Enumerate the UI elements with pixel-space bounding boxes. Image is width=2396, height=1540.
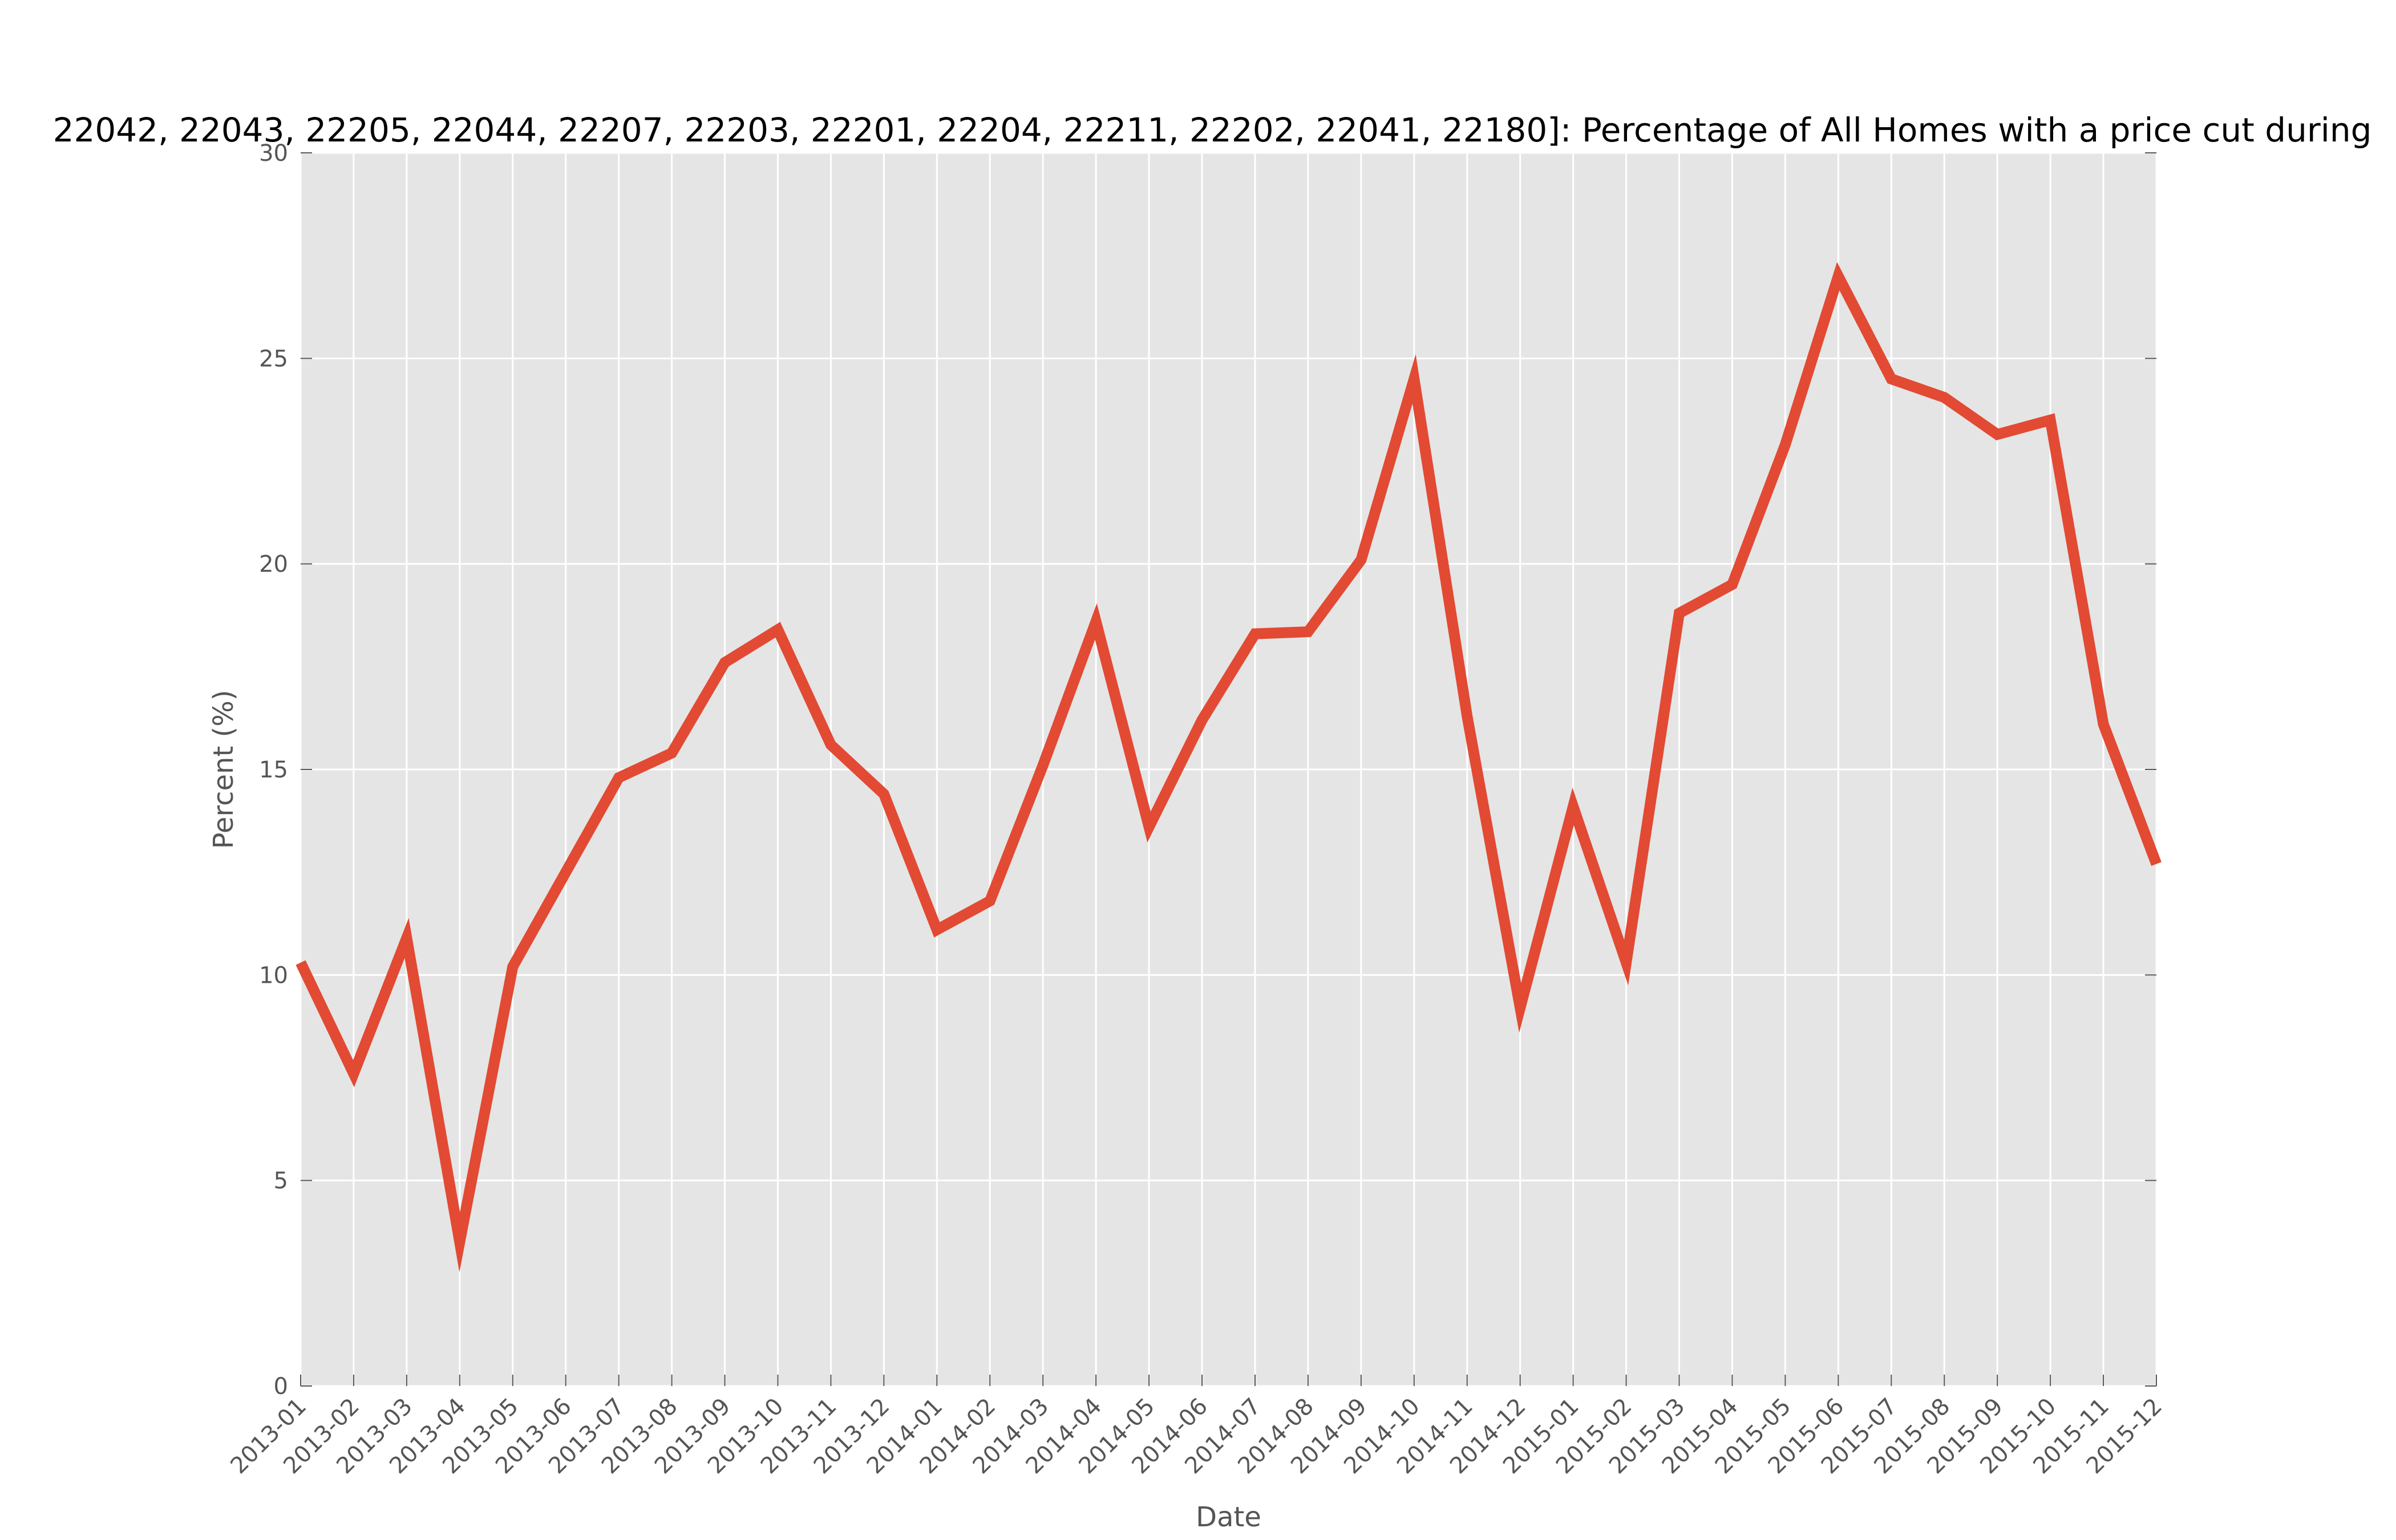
y-tick-label: 25 xyxy=(259,346,288,372)
data-point xyxy=(1997,434,1998,435)
axis-ticks xyxy=(300,152,2157,1387)
series-line-0 xyxy=(296,262,2162,1272)
y-tick-label: 0 xyxy=(274,1373,288,1400)
chart-title: 22042, 22043, 22205, 22044, 22207, 22203… xyxy=(53,111,2372,149)
data-point xyxy=(565,872,566,873)
y-tick-label: 20 xyxy=(259,552,288,578)
data-point xyxy=(1731,584,1733,585)
y-tick-label: 10 xyxy=(259,962,288,988)
data-point xyxy=(618,777,620,778)
data-point xyxy=(1838,275,1839,277)
y-axis-label: Percent (%) xyxy=(208,690,240,849)
data-point xyxy=(1944,397,1945,398)
series-layer xyxy=(296,262,2162,1272)
y-tick-label: 15 xyxy=(259,757,288,783)
y-tick-label: 5 xyxy=(274,1168,288,1194)
x-axis-label: Date xyxy=(1196,1501,1261,1533)
y-tick-label: 30 xyxy=(259,140,288,167)
data-point xyxy=(1784,444,1786,445)
data-point xyxy=(1148,826,1150,828)
data-point xyxy=(353,1073,354,1074)
data-point xyxy=(512,966,513,967)
